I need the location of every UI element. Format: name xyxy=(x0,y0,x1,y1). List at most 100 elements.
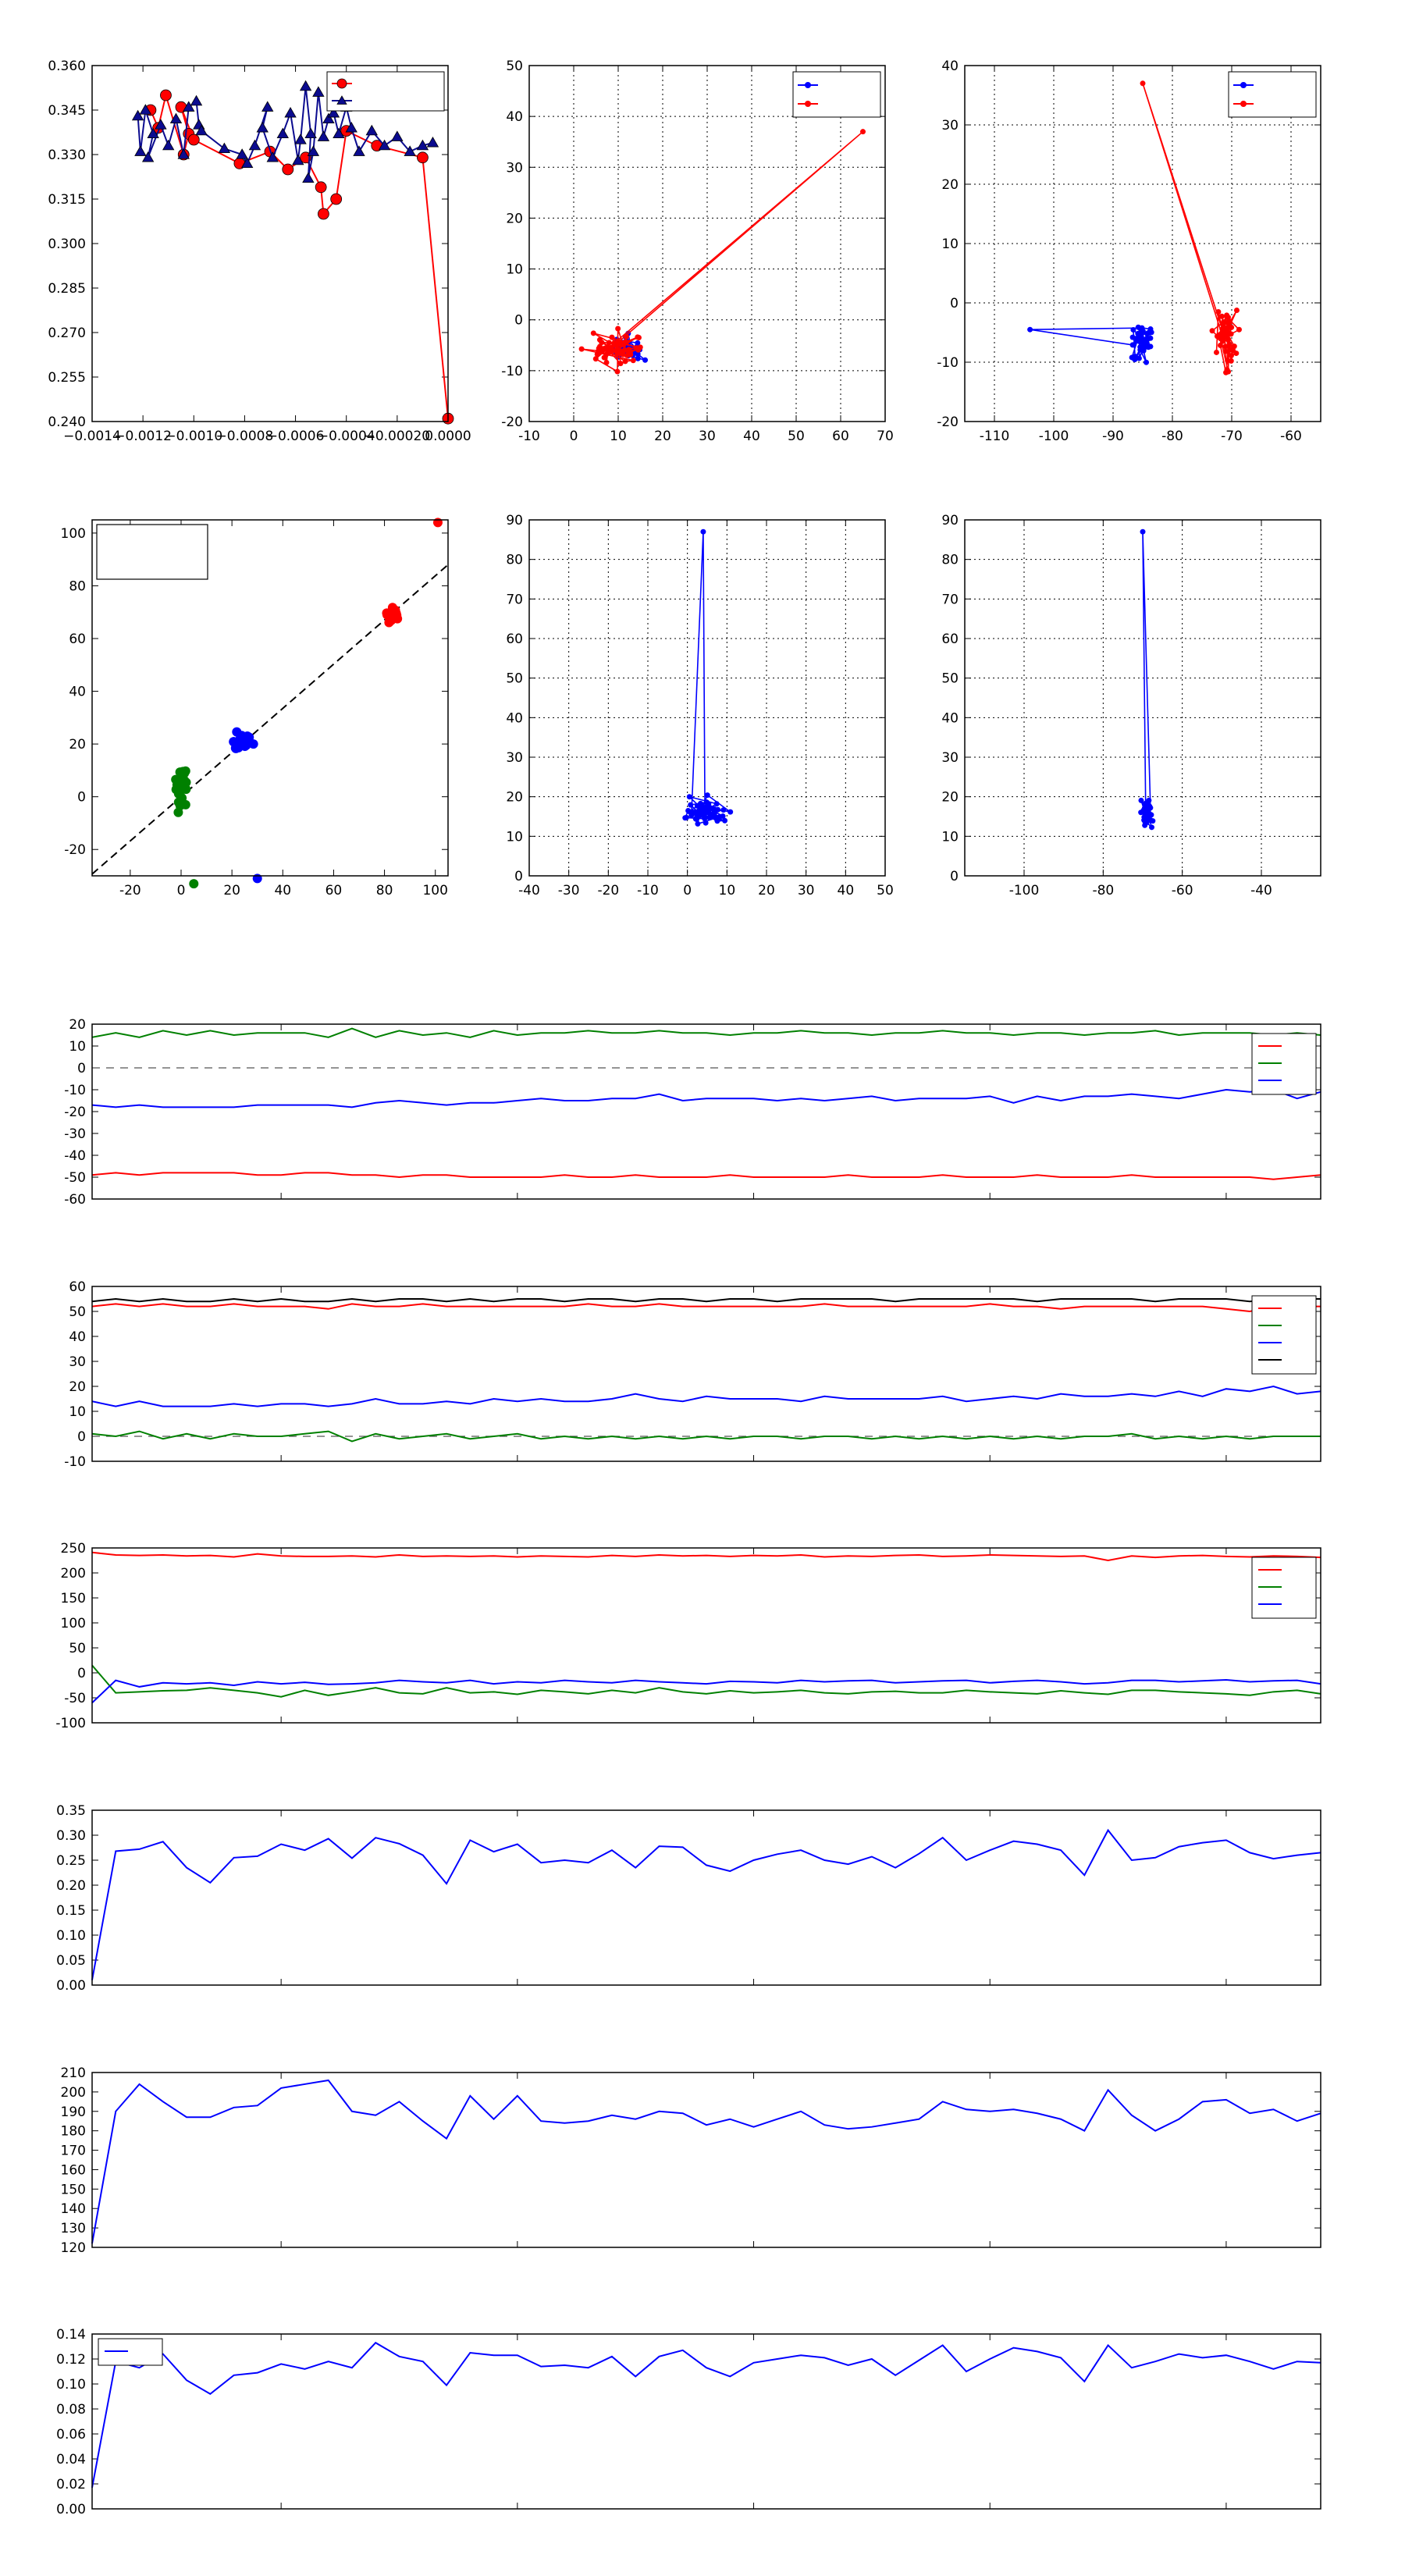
data-point xyxy=(248,139,261,151)
x-tick-label: −0.0006 xyxy=(267,429,325,444)
data-point xyxy=(1137,331,1144,337)
data-point xyxy=(261,101,274,112)
chart-pt: 0.240 0.255 0.270 0.285 0.300 0.315 0.330 0.345… xyxy=(48,59,471,444)
data-point xyxy=(703,799,710,806)
data-point xyxy=(169,112,183,124)
y-tick-label: 30 xyxy=(506,160,523,176)
x-tick-label: −0.0004 xyxy=(318,429,375,444)
data-point xyxy=(704,792,710,799)
data-point xyxy=(333,127,345,139)
y-tick-label: 10 xyxy=(506,829,523,845)
legend-marker xyxy=(1240,82,1247,88)
y-tick-label: -30 xyxy=(64,1126,86,1142)
y-tick-label: -20 xyxy=(937,415,959,430)
y-tick-label: -100 xyxy=(55,1716,86,1731)
y-tick-label: 0.270 xyxy=(48,326,86,341)
y-tick-label: 0.06 xyxy=(56,2427,86,2443)
x-tick-label: 10 xyxy=(610,429,627,444)
y-tick-label: 190 xyxy=(61,2105,86,2120)
y-tick-label: 30 xyxy=(941,750,959,766)
data-point xyxy=(695,820,701,827)
y-tick-label: 60 xyxy=(69,632,86,647)
y-tick-label: 140 xyxy=(61,2201,86,2217)
data-point xyxy=(635,351,641,358)
data-point xyxy=(714,818,720,824)
data-point xyxy=(1224,314,1230,320)
y-tick-label: 100 xyxy=(61,526,86,542)
data-point xyxy=(1142,819,1148,825)
data-point xyxy=(378,139,391,151)
data-point xyxy=(187,133,200,146)
y-tick-label: 70 xyxy=(941,592,959,607)
x-tick-label: 10 xyxy=(719,883,736,898)
data-point xyxy=(603,359,610,365)
charts-layer: 0.2400.2550.2700.2850.3000.3150.3300.345… xyxy=(48,59,1321,2517)
data-point xyxy=(1209,328,1215,334)
y-tick-label: 50 xyxy=(69,1304,86,1320)
data-point xyxy=(713,801,720,807)
y-tick-label: 20 xyxy=(941,177,959,193)
data-point xyxy=(722,817,728,824)
data-point xyxy=(353,145,365,156)
x-tick-label: −0.0010 xyxy=(165,429,222,444)
y-tick-label: 30 xyxy=(69,1354,86,1370)
data-point xyxy=(315,181,327,194)
data-point xyxy=(1217,342,1223,348)
y-tick-label: 0 xyxy=(514,313,523,329)
series-line-vr xyxy=(91,1551,1321,1562)
x-tick-label: -10 xyxy=(637,883,659,898)
data-point xyxy=(147,127,159,139)
data-point xyxy=(1225,368,1232,375)
data-point xyxy=(633,345,639,351)
x-tick-label: -100 xyxy=(1039,429,1069,444)
data-point xyxy=(336,95,347,105)
data-point xyxy=(1145,344,1151,350)
data-point xyxy=(173,788,183,799)
data-point xyxy=(603,347,610,353)
series-line-vt xyxy=(91,1664,1321,1698)
data-point xyxy=(141,151,155,162)
y-tick-label: -20 xyxy=(64,1105,86,1120)
plot-frame xyxy=(91,2072,1321,2248)
y-tick-label: 0.240 xyxy=(48,415,86,430)
data-point xyxy=(702,816,708,822)
data-point xyxy=(596,336,603,343)
data-point xyxy=(432,518,443,528)
y-tick-label: 0 xyxy=(77,1061,86,1076)
x-tick-label: -80 xyxy=(1161,429,1183,444)
plot-frame xyxy=(91,1547,1321,1724)
y-tick-label: 10 xyxy=(941,237,959,252)
data-point xyxy=(139,104,152,115)
x-tick-label: 80 xyxy=(376,883,393,898)
y-tick-label: 10 xyxy=(69,1039,86,1055)
x-tick-label: -40 xyxy=(1250,883,1272,898)
data-point xyxy=(282,163,294,176)
y-tick-label: 0.00 xyxy=(56,2502,86,2517)
data-point xyxy=(336,78,347,89)
legend-marker xyxy=(1240,101,1247,107)
data-point xyxy=(615,326,621,332)
y-tick-label: 0.255 xyxy=(48,370,86,386)
x-tick-label: 50 xyxy=(877,883,894,898)
y-tick-label: 0.04 xyxy=(56,2452,86,2467)
data-point xyxy=(294,133,307,144)
data-point xyxy=(1236,326,1242,333)
x-tick-label: -20 xyxy=(597,883,619,898)
data-point xyxy=(1221,335,1227,341)
y-tick-label: 0.330 xyxy=(48,148,86,163)
data-point xyxy=(284,106,297,118)
series-line-bt xyxy=(91,1027,1321,1038)
data-point xyxy=(720,807,727,813)
data-point xyxy=(365,124,378,136)
data-point xyxy=(416,139,429,151)
y-tick-label: -10 xyxy=(64,1454,86,1470)
data-point xyxy=(860,129,866,135)
x-tick-label: -20 xyxy=(119,883,141,898)
y-tick-label: 0.05 xyxy=(56,1953,86,1969)
data-point xyxy=(240,157,254,169)
data-point xyxy=(252,873,262,884)
x-tick-label: 20 xyxy=(223,883,240,898)
data-point xyxy=(623,333,629,340)
data-point xyxy=(614,368,621,375)
